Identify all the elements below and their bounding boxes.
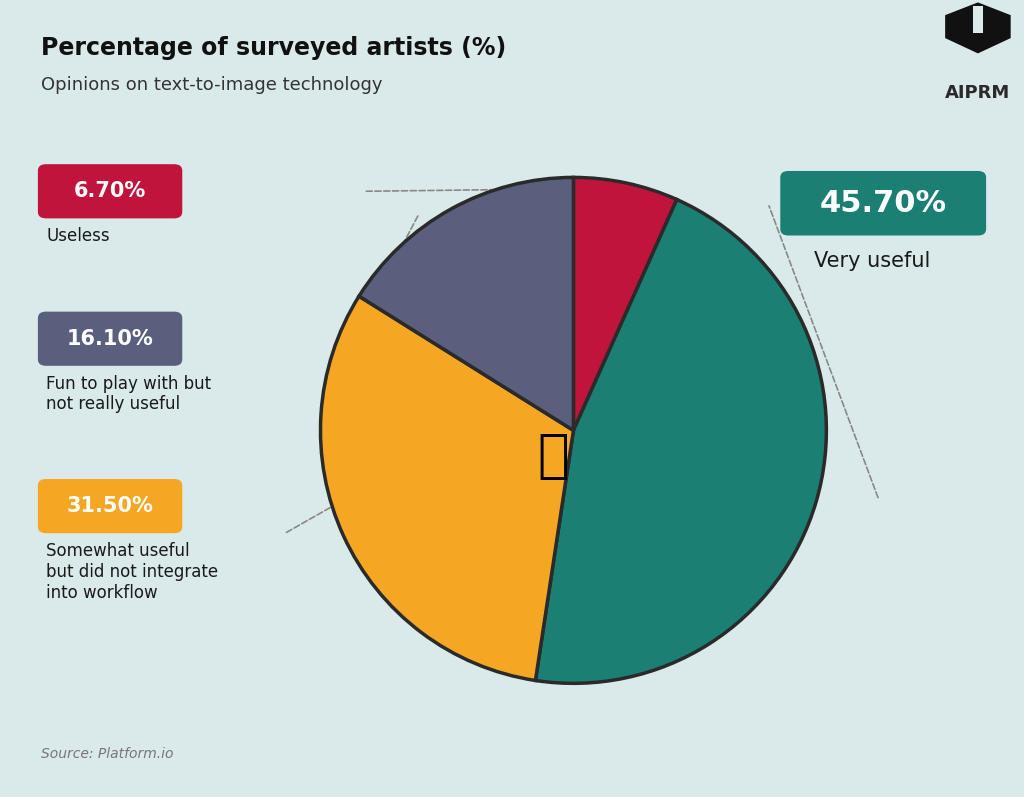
FancyBboxPatch shape: [780, 171, 986, 236]
Text: Useless: Useless: [46, 227, 110, 245]
Wedge shape: [321, 296, 573, 681]
Text: 6.70%: 6.70%: [74, 181, 146, 202]
Text: Source: Platform.io: Source: Platform.io: [41, 747, 173, 761]
FancyBboxPatch shape: [38, 164, 182, 218]
Polygon shape: [945, 2, 1011, 53]
Polygon shape: [973, 6, 983, 33]
Text: 🎨: 🎨: [538, 430, 569, 481]
Text: Opinions on text-to-image technology: Opinions on text-to-image technology: [41, 76, 382, 94]
Wedge shape: [359, 178, 573, 430]
Text: Fun to play with but
not really useful: Fun to play with but not really useful: [46, 375, 211, 414]
Wedge shape: [536, 199, 826, 683]
Text: 31.50%: 31.50%: [67, 496, 154, 516]
Text: Percentage of surveyed artists (%): Percentage of surveyed artists (%): [41, 36, 506, 60]
Text: AIPRM: AIPRM: [945, 84, 1011, 102]
FancyBboxPatch shape: [38, 312, 182, 366]
Text: Very useful: Very useful: [814, 251, 931, 271]
Text: Somewhat useful
but did not integrate
into workflow: Somewhat useful but did not integrate in…: [46, 542, 218, 602]
Text: 16.10%: 16.10%: [67, 328, 154, 349]
FancyBboxPatch shape: [38, 479, 182, 533]
Text: 45.70%: 45.70%: [819, 189, 947, 218]
Wedge shape: [573, 178, 677, 430]
